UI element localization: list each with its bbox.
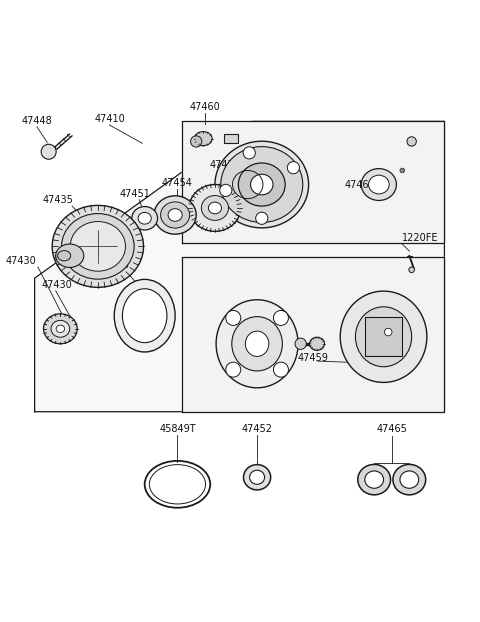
Ellipse shape xyxy=(138,212,151,224)
Text: 47410: 47410 xyxy=(94,114,125,124)
Ellipse shape xyxy=(51,320,70,337)
Ellipse shape xyxy=(358,465,391,495)
Polygon shape xyxy=(35,121,444,412)
Ellipse shape xyxy=(245,331,269,356)
Text: 47461: 47461 xyxy=(345,180,375,190)
Circle shape xyxy=(407,137,416,146)
Ellipse shape xyxy=(44,314,77,344)
Ellipse shape xyxy=(239,163,285,206)
Circle shape xyxy=(274,310,288,325)
Circle shape xyxy=(220,184,232,197)
Ellipse shape xyxy=(356,307,412,367)
Ellipse shape xyxy=(393,465,426,495)
Text: 47448: 47448 xyxy=(22,116,52,126)
Ellipse shape xyxy=(114,279,175,352)
Text: 47465: 47465 xyxy=(376,424,408,434)
Ellipse shape xyxy=(216,300,298,388)
Ellipse shape xyxy=(70,221,125,271)
Ellipse shape xyxy=(122,289,167,343)
Ellipse shape xyxy=(52,205,144,287)
Ellipse shape xyxy=(56,325,65,333)
Text: 47432: 47432 xyxy=(210,160,240,170)
Ellipse shape xyxy=(361,169,396,200)
Text: 47451: 47451 xyxy=(120,188,151,198)
Ellipse shape xyxy=(56,244,84,267)
Circle shape xyxy=(226,362,241,377)
Bar xyxy=(224,134,239,143)
Circle shape xyxy=(274,362,288,377)
Ellipse shape xyxy=(58,251,71,261)
Ellipse shape xyxy=(154,196,196,234)
Ellipse shape xyxy=(232,317,282,371)
Polygon shape xyxy=(182,257,444,412)
Circle shape xyxy=(384,328,392,336)
Text: 47460: 47460 xyxy=(189,102,220,112)
Ellipse shape xyxy=(365,471,384,488)
Ellipse shape xyxy=(251,174,273,195)
Circle shape xyxy=(256,212,268,225)
Ellipse shape xyxy=(189,185,240,231)
Bar xyxy=(365,317,402,356)
Text: 47454: 47454 xyxy=(162,179,193,188)
Ellipse shape xyxy=(194,132,212,146)
Ellipse shape xyxy=(340,291,427,383)
Ellipse shape xyxy=(208,202,221,214)
Ellipse shape xyxy=(369,175,389,194)
Ellipse shape xyxy=(168,208,182,221)
Text: 47430: 47430 xyxy=(42,280,72,290)
Circle shape xyxy=(41,144,56,159)
Ellipse shape xyxy=(310,337,324,350)
Ellipse shape xyxy=(61,213,134,279)
Text: 1220FE: 1220FE xyxy=(402,233,439,243)
Ellipse shape xyxy=(201,195,228,220)
Text: 47435: 47435 xyxy=(43,195,73,205)
Ellipse shape xyxy=(132,207,157,230)
Polygon shape xyxy=(182,121,444,243)
Text: 45849T: 45849T xyxy=(159,424,196,434)
Ellipse shape xyxy=(400,471,419,488)
Text: 47452: 47452 xyxy=(241,424,273,434)
Circle shape xyxy=(191,136,202,147)
Circle shape xyxy=(288,162,300,174)
Text: 47430: 47430 xyxy=(5,256,36,266)
Ellipse shape xyxy=(161,202,190,228)
Circle shape xyxy=(243,147,255,159)
Ellipse shape xyxy=(221,147,303,223)
Ellipse shape xyxy=(250,470,264,485)
Text: 47458: 47458 xyxy=(99,260,130,270)
Circle shape xyxy=(400,168,405,173)
Ellipse shape xyxy=(215,141,309,228)
Ellipse shape xyxy=(243,465,271,490)
Text: 47459: 47459 xyxy=(298,353,329,363)
Circle shape xyxy=(295,338,306,350)
Circle shape xyxy=(409,267,414,272)
Circle shape xyxy=(226,310,241,325)
